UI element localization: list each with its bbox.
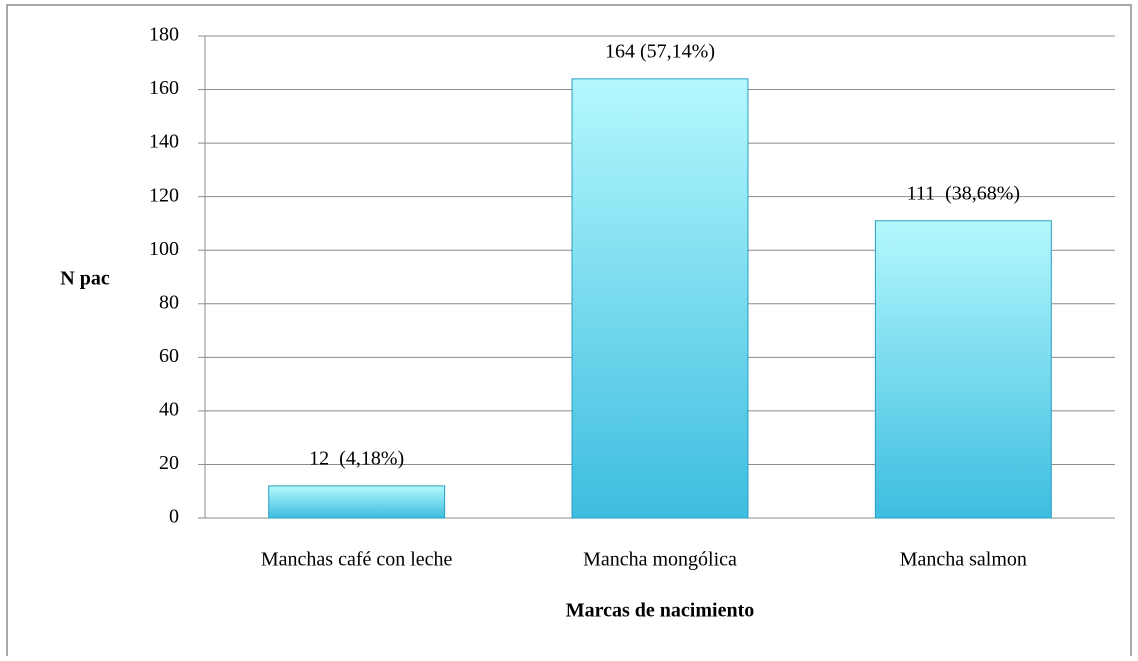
- x-tick-label: Mancha salmon: [900, 549, 1027, 571]
- x-axis-label: Marcas de nacimiento: [566, 600, 755, 622]
- x-tick-label: Manchas café con leche: [261, 549, 453, 571]
- y-tick-label: 20: [159, 452, 179, 474]
- y-tick-label: 140: [149, 131, 179, 153]
- x-tick-label: Mancha mongólica: [583, 549, 737, 571]
- y-tick-label: 0: [169, 506, 179, 528]
- y-tick-label: 160: [149, 77, 179, 99]
- y-axis-label: N pac: [60, 268, 110, 290]
- bar: [874, 220, 1052, 519]
- y-tick-label: 180: [149, 24, 179, 46]
- data-label: 12 (4,18%): [309, 447, 404, 469]
- y-tick-label: 40: [159, 398, 179, 420]
- y-tick-label: 100: [149, 238, 179, 260]
- chart-border: [6, 4, 1132, 661]
- y-tick-label: 80: [159, 291, 179, 313]
- data-label: 164 (57,14%): [605, 40, 715, 62]
- y-tick-label: 120: [149, 184, 179, 206]
- bar: [268, 485, 446, 519]
- bar: [571, 78, 749, 519]
- data-label: 111 (38,68%): [907, 182, 1021, 204]
- y-tick-label: 60: [159, 345, 179, 367]
